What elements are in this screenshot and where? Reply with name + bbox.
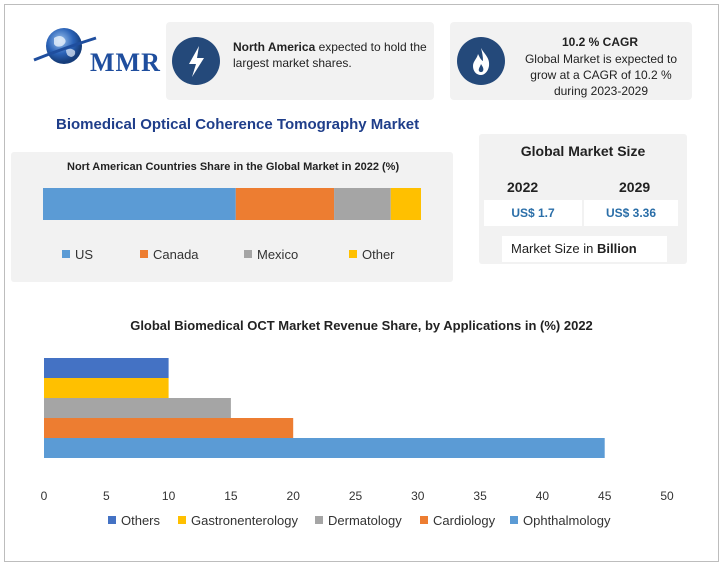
legend-label-mexico: Mexico xyxy=(257,247,298,262)
cagr-heading: 10.2 % CAGR xyxy=(561,35,639,49)
stack-segment-us xyxy=(43,188,236,220)
year-2022: 2022 xyxy=(507,179,539,195)
mmr-logo: MMR xyxy=(30,20,160,80)
legend-label-cardiology: Cardiology xyxy=(433,513,496,528)
stack-segment-mexico xyxy=(334,188,391,220)
x-tick-label: 0 xyxy=(41,489,48,503)
lightning-icon xyxy=(172,37,220,85)
legend-swatch-dermatology xyxy=(315,516,323,524)
year-2029: 2029 xyxy=(619,179,651,195)
na-share-title: Nort American Countries Share in the Glo… xyxy=(67,161,400,173)
page-title: Biomedical Optical Coherence Tomography … xyxy=(56,116,420,133)
unit-bold: Billion xyxy=(596,241,637,256)
legend-label-other: Other xyxy=(362,247,395,262)
legend-label-gastronenterology: Gastronenterology xyxy=(191,513,298,528)
x-tick-label: 10 xyxy=(162,489,176,503)
x-tick-label: 5 xyxy=(103,489,110,503)
bar-dermatology xyxy=(44,398,231,418)
north-america-rest: expected to hold the largest market shar… xyxy=(233,40,427,70)
legend-swatch-ophthalmology xyxy=(510,516,518,524)
x-tick-label: 40 xyxy=(536,489,550,503)
legend-swatch-other xyxy=(349,250,357,258)
fire-icon xyxy=(457,37,505,85)
x-tick-label: 20 xyxy=(287,489,301,503)
legend-label-canada: Canada xyxy=(153,247,199,262)
value-2029: US$ 3.36 xyxy=(584,200,678,226)
x-tick-label: 30 xyxy=(411,489,425,503)
legend-label-ophthalmology: Ophthalmology xyxy=(523,513,611,528)
north-america-text: North America expected to hold the large… xyxy=(233,39,433,71)
legend-swatch-canada xyxy=(140,250,148,258)
cagr-body: Global Market is expected to grow at a C… xyxy=(524,52,678,98)
value-2022: US$ 1.7 xyxy=(484,200,582,226)
legend-label-others: Others xyxy=(121,513,161,528)
bar-gastronenterology xyxy=(44,378,169,398)
bar-ophthalmology xyxy=(44,438,605,458)
north-america-bold: North America xyxy=(233,40,316,54)
legend-swatch-mexico xyxy=(244,250,252,258)
bar-cardiology xyxy=(44,418,294,438)
legend-label-dermatology: Dermatology xyxy=(328,513,402,528)
stack-segment-canada xyxy=(235,188,335,220)
legend-swatch-others xyxy=(108,516,116,524)
legend-swatch-cardiology xyxy=(420,516,428,524)
x-tick-label: 50 xyxy=(660,489,674,503)
bar-others xyxy=(44,358,169,378)
legend-swatch-gastronenterology xyxy=(178,516,186,524)
logo-text: MMR xyxy=(90,48,161,77)
x-tick-label: 45 xyxy=(598,489,612,503)
stack-segment-other xyxy=(390,188,421,220)
unit-prefix: Market Size in xyxy=(511,241,597,256)
applications-chart-title: Global Biomedical OCT Market Revenue Sha… xyxy=(130,318,593,333)
x-tick-label: 25 xyxy=(349,489,363,503)
legend-swatch-us xyxy=(62,250,70,258)
x-tick-label: 35 xyxy=(473,489,487,503)
market-size-title: Global Market Size xyxy=(520,143,646,159)
legend-label-us: US xyxy=(75,247,93,262)
market-size-unit: Market Size in Billion xyxy=(502,236,667,262)
x-tick-label: 15 xyxy=(224,489,238,503)
globe-icon xyxy=(33,28,97,64)
